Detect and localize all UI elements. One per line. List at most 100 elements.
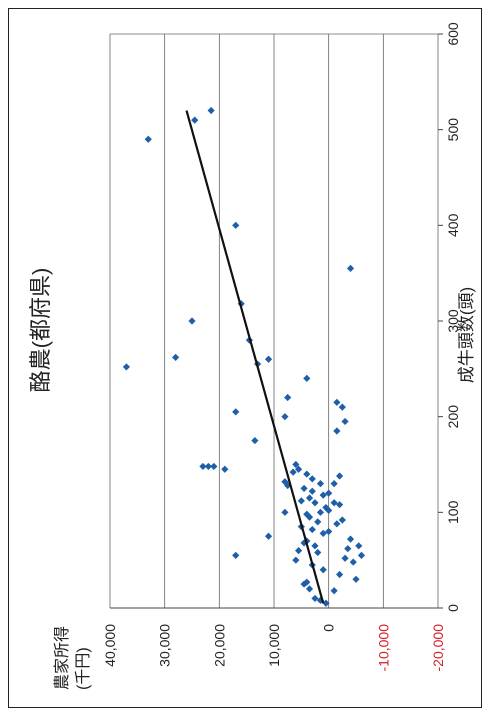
data-point [264, 532, 273, 540]
chart-frame [8, 8, 482, 708]
data-point [316, 480, 325, 488]
y-tick-label: -10,000 [375, 624, 391, 672]
data-point [333, 427, 341, 435]
data-point [357, 551, 366, 559]
data-point [284, 481, 292, 490]
data-point [344, 545, 352, 553]
data-point [281, 413, 289, 421]
data-point [346, 535, 355, 543]
data-point [355, 542, 363, 550]
data-point [330, 587, 338, 595]
data-point [191, 116, 199, 124]
gridlines [109, 34, 439, 608]
data-point [330, 499, 338, 507]
data-point [295, 547, 303, 555]
data-point [336, 472, 344, 480]
data-point [341, 554, 349, 562]
data-point [305, 585, 314, 593]
data-point [232, 221, 240, 229]
y-tick-label: 30,000 [157, 624, 173, 667]
data-point [281, 508, 289, 516]
x-tick-label: 100 [445, 500, 461, 524]
data-point [333, 520, 341, 528]
y-tick-labels: 40,000 30,000 20,000 10,000 0 -10,000 -20,000 [102, 624, 446, 672]
data-point [251, 436, 259, 445]
x-tick-label: 500 [445, 118, 461, 142]
data-point [341, 417, 349, 426]
data-point [308, 475, 316, 483]
data-point [188, 317, 196, 325]
data-point [349, 558, 357, 566]
trendline [185, 110, 325, 604]
data-point [303, 578, 311, 586]
data-point [330, 480, 338, 488]
y-axis-label-line: 農家所得 [53, 626, 71, 690]
data-point [210, 462, 218, 471]
axes [110, 33, 443, 609]
data-point [172, 353, 180, 361]
data-point [338, 516, 346, 524]
data-point [295, 465, 303, 473]
x-axis-label: 成牛頭数(頭) [457, 287, 476, 383]
data-point [303, 470, 311, 478]
data-point [325, 506, 333, 515]
data-point [284, 393, 292, 402]
data-point [199, 462, 207, 471]
x-tick-label: 300 [445, 309, 461, 333]
data-point [308, 487, 316, 495]
chart-title: 酪農(都府県) [28, 268, 53, 393]
data-point [325, 527, 333, 536]
data-point [305, 494, 314, 502]
y-tick-label: -20,000 [430, 624, 446, 672]
data-point [122, 363, 130, 371]
data-point [336, 501, 344, 509]
data-point [319, 566, 327, 574]
trendline-group [185, 110, 325, 604]
x-tick-labels: 0 100 200 300 400 500 600 [445, 22, 461, 612]
data-point [311, 542, 319, 550]
data-point [232, 551, 240, 559]
x-tick-label: 200 [445, 405, 461, 429]
y-tick-label: 40,000 [102, 624, 118, 667]
x-tick-label: 0 [445, 604, 461, 612]
data-point [333, 398, 341, 406]
y-tick-label: 20,000 [211, 624, 227, 667]
data-point [352, 575, 360, 583]
y-tick-label: 0 [321, 624, 337, 632]
data-point [144, 135, 152, 143]
data-point [325, 489, 333, 497]
data-point [319, 491, 327, 499]
data-point [311, 594, 319, 603]
data-point [289, 468, 297, 476]
data-point [303, 374, 311, 382]
data-point [207, 106, 215, 115]
data-point [338, 403, 346, 411]
data-point [297, 497, 305, 505]
data-point [221, 465, 229, 473]
data-point [314, 518, 322, 526]
data-point [308, 525, 316, 534]
data-point [204, 462, 212, 471]
data-point [300, 484, 308, 493]
data-point [314, 548, 322, 557]
data-point [311, 499, 319, 507]
data-point [322, 503, 330, 512]
data-point [316, 508, 325, 516]
data-point [346, 264, 355, 272]
data-point [322, 599, 330, 607]
data-point [281, 478, 289, 486]
data-point [303, 510, 311, 518]
data-point [264, 355, 273, 363]
x-tick-label: 600 [445, 22, 461, 46]
y-axis-label: 農家所得 (千円) [53, 626, 92, 690]
data-point [292, 556, 300, 564]
data-point [336, 570, 344, 579]
data-point [319, 529, 327, 537]
data-points [122, 106, 366, 607]
y-axis-label-line: (千円) [74, 647, 92, 690]
y-tick-label: 10,000 [266, 624, 282, 667]
data-point [232, 408, 240, 416]
data-point [292, 460, 300, 469]
x-tick-label: 400 [445, 213, 461, 237]
